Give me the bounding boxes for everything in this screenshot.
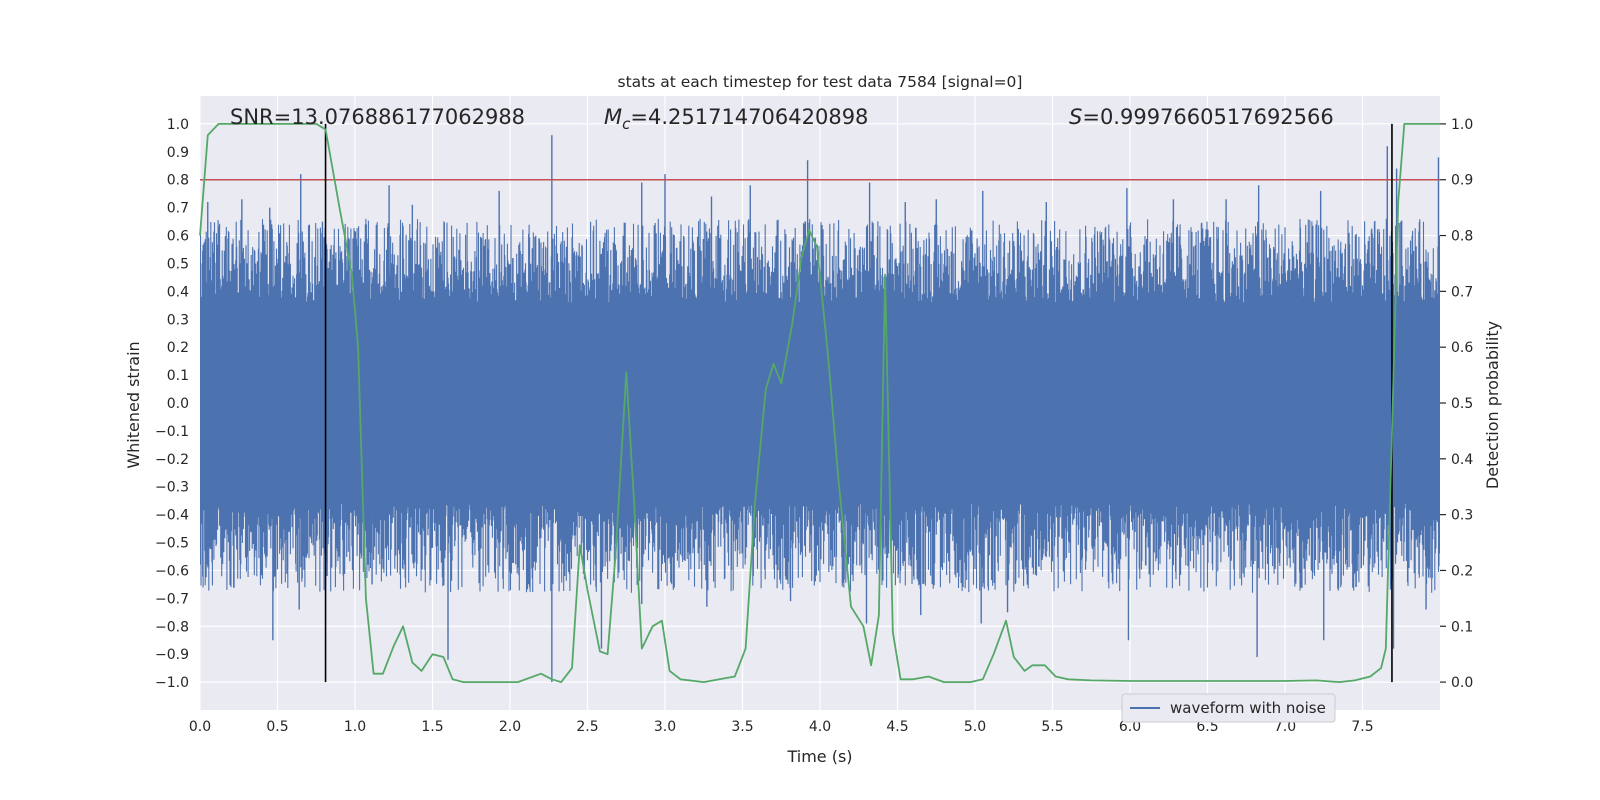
chart-title: stats at each timestep for test data 758… [618, 73, 1023, 91]
legend-label: waveform with noise [1170, 699, 1326, 717]
x-tick-label: 4.0 [809, 719, 831, 735]
y2-tick-label: 0.9 [1451, 173, 1473, 189]
y-tick-label: 0.8 [167, 173, 189, 189]
x-tick-label: 6.0 [1119, 719, 1141, 735]
probability-line [199, 123, 1440, 683]
y-tick-label: −0.1 [155, 424, 189, 440]
x-tick-label: 1.5 [421, 719, 443, 735]
y-tick-label: 0.6 [167, 229, 189, 245]
x-tick-label: 3.5 [731, 719, 753, 735]
y2-tick-label: 0.0 [1451, 675, 1473, 691]
x-tick-label: 3.0 [654, 719, 676, 735]
y-tick-label: −0.3 [155, 480, 189, 496]
y-tick-label: 0.9 [167, 145, 189, 161]
y-tick-label: 0.0 [167, 396, 189, 412]
y-tick-label: −0.6 [155, 563, 189, 579]
x-tick-label: 4.5 [886, 719, 908, 735]
x-tick-label: 2.0 [499, 719, 521, 735]
y-tick-label: −0.8 [155, 619, 189, 635]
x-tick-label: 5.0 [964, 719, 986, 735]
y-tick-label: 0.3 [167, 312, 189, 328]
x-tick-label: 7.0 [1274, 719, 1296, 735]
y-axis-left: 1.0 0.9 0.8 0.7 0.6 0.5 0.4 0.3 0.2 0.1 0.0 −0.1 −0.… [155, 117, 189, 691]
score-value: =0.9997660517692566 [1082, 105, 1333, 129]
x-tick-label: 6.5 [1196, 719, 1218, 735]
y2-tick-label: 0.6 [1451, 340, 1473, 356]
y2-axis-label: Detection probability [1483, 321, 1502, 489]
y-tick-label: −0.5 [155, 536, 189, 552]
y2-tick-label: 0.3 [1451, 508, 1473, 524]
snr-annotation: SNR=13.076886177062988 [230, 105, 525, 129]
x-tick-label: 7.5 [1351, 719, 1373, 735]
chirp-mass-symbol: M [604, 105, 622, 129]
chirp-mass-subscript: c [622, 115, 631, 133]
waveform-series [200, 135, 1440, 683]
chirp-mass-annotation: Mc=4.251714706420898 [604, 105, 868, 133]
y-tick-label: 0.5 [167, 256, 189, 272]
y2-tick-label: 0.2 [1451, 563, 1473, 579]
y-tick-label: 0.1 [167, 368, 189, 384]
y-tick-label: −0.9 [155, 647, 189, 663]
y2-tick-label: 0.7 [1451, 284, 1473, 300]
x-tick-label: 0.0 [189, 719, 211, 735]
score-symbol: S [1069, 105, 1082, 129]
y-tick-label: 0.2 [167, 340, 189, 356]
y-tick-label: 0.7 [167, 201, 189, 217]
y-tick-label: 0.4 [167, 284, 189, 300]
y2-tick-label: 0.8 [1451, 229, 1473, 245]
y2-tick-label: 0.1 [1451, 619, 1473, 635]
x-tick-label: 1.0 [344, 719, 366, 735]
score-annotation: S=0.9997660517692566 [1069, 105, 1334, 129]
y-tick-label: −0.7 [155, 591, 189, 607]
x-tick-label: 0.5 [266, 719, 288, 735]
probability-series [199, 123, 1440, 683]
y2-tick-label: 1.0 [1451, 117, 1473, 133]
y-axis-right: 1.0 0.9 0.8 0.7 0.6 0.5 0.4 0.3 0.2 0.1 0.0 [1440, 117, 1473, 691]
x-tick-label: 5.5 [1041, 719, 1063, 735]
x-tick-label: 2.5 [576, 719, 598, 735]
y-tick-label: 1.0 [167, 117, 189, 133]
x-axis-label: Time (s) [786, 747, 852, 766]
y-tick-label: −1.0 [155, 675, 189, 691]
y2-tick-label: 0.4 [1451, 452, 1473, 468]
chirp-mass-value: =4.251714706420898 [630, 105, 868, 129]
y-tick-label: −0.2 [155, 452, 189, 468]
y-tick-label: −0.4 [155, 508, 189, 524]
x-axis: 0.0 0.5 1.0 1.5 2.0 2.5 3.0 3.5 4.0 4.5 5.0 5.5 6.0 6… [189, 719, 1374, 735]
legend-box [1121, 693, 1336, 723]
y2-tick-label: 0.5 [1451, 396, 1473, 412]
y-axis-label: Whitened strain [124, 341, 143, 468]
legend: waveform with noise [1121, 693, 1336, 723]
